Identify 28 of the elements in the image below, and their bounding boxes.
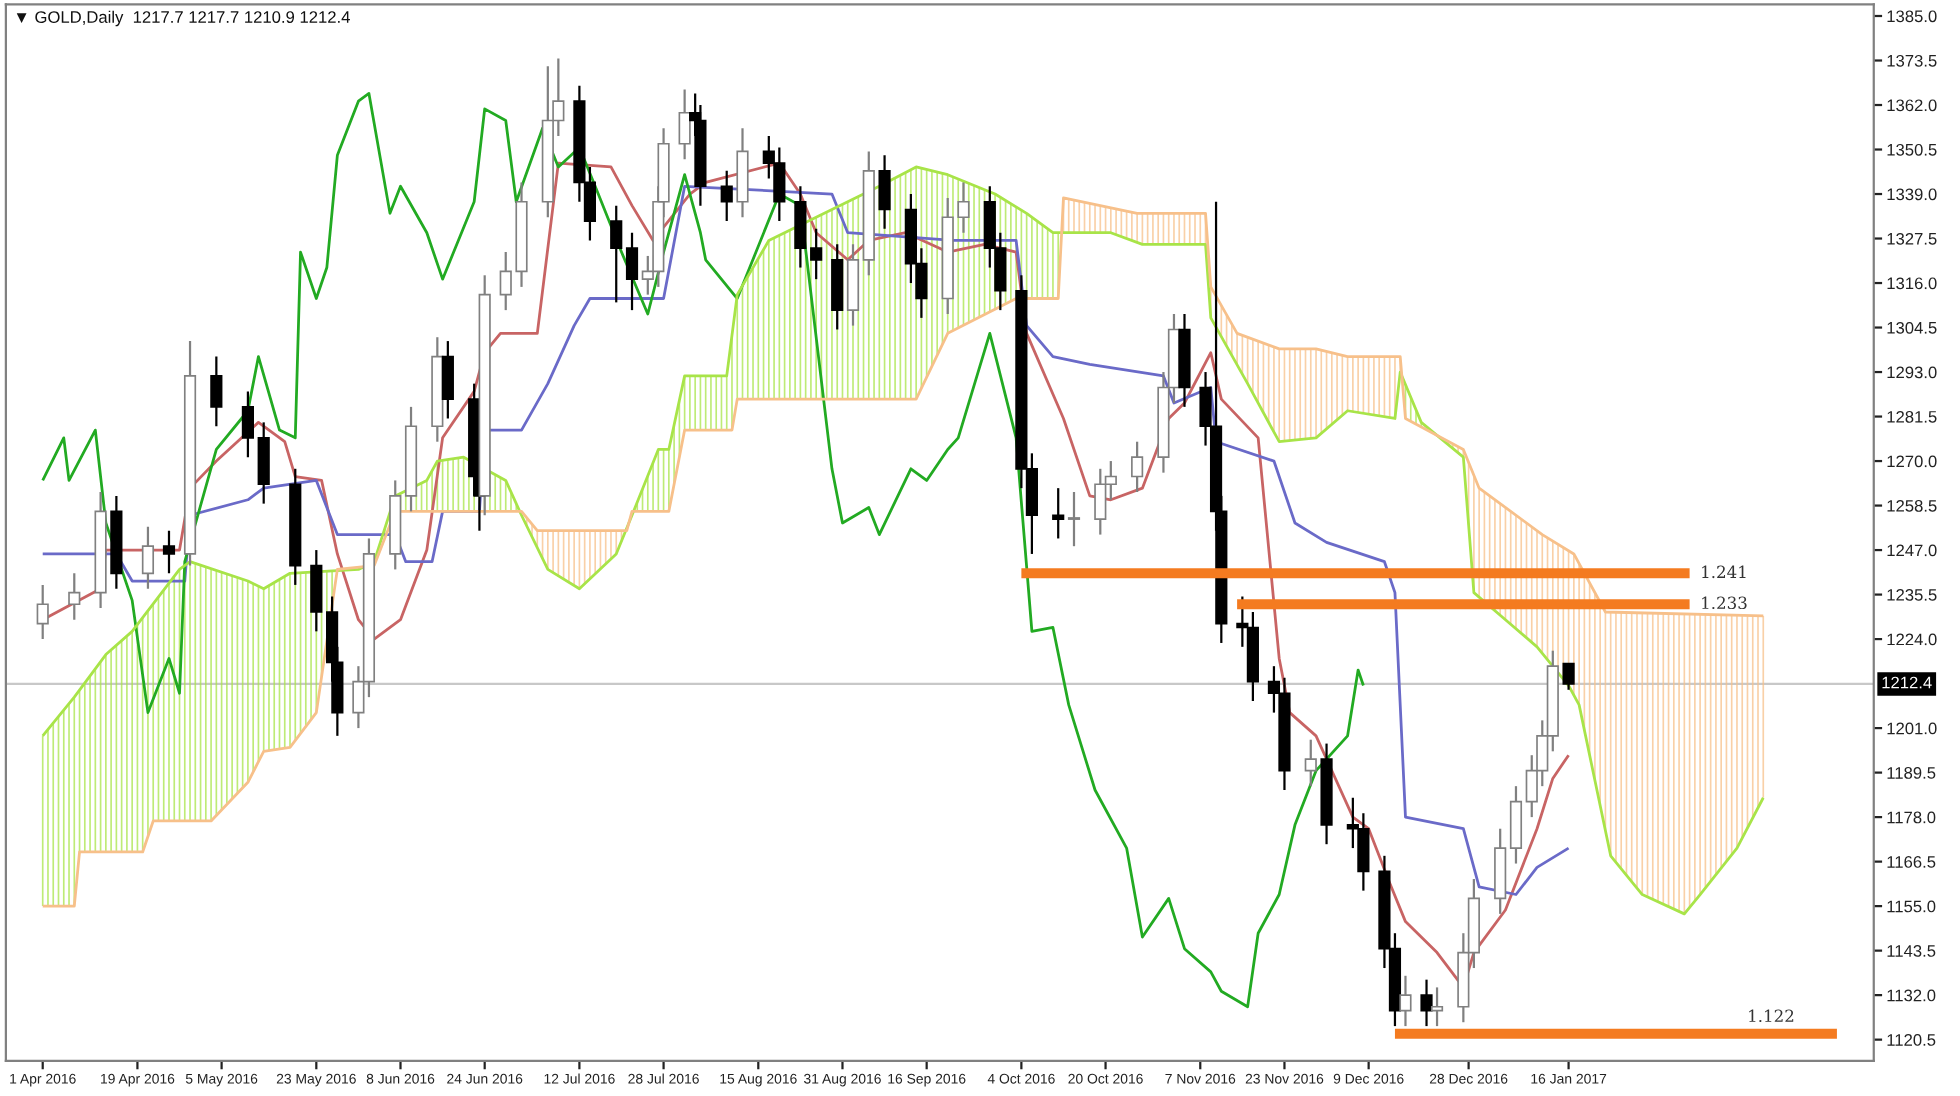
y-tick-label: 1270.0 bbox=[1887, 455, 1937, 468]
y-tick-label: 1281.5 bbox=[1887, 410, 1937, 423]
y-tick-label: 1362.0 bbox=[1887, 99, 1937, 112]
y-tick-label: 1143.5 bbox=[1887, 945, 1936, 957]
y-tick-label: 1373.5 bbox=[1887, 54, 1937, 67]
y-tick-label: 1350.5 bbox=[1887, 143, 1937, 156]
y-tick-label: 1304.5 bbox=[1887, 321, 1937, 334]
y-tick-label: 1189.5 bbox=[1887, 767, 1936, 779]
chart-title: ▼ GOLD,Daily 1217.7 1217.7 1210.9 1212.4 bbox=[16, 10, 350, 27]
series-label: 1.233 bbox=[1702, 596, 1747, 610]
y-tick-label: 1247.0 bbox=[1887, 544, 1937, 557]
y-tick-label: 1166.5 bbox=[1887, 856, 1936, 868]
y-tick-label: 1224.0 bbox=[1887, 633, 1937, 646]
y-tick-label: 1385.0 bbox=[1887, 10, 1937, 23]
y-tick-label: 1132.0 bbox=[1887, 989, 1936, 1002]
series-label: 1.241 bbox=[1702, 565, 1746, 579]
y-tick-label: 1178.0 bbox=[1887, 811, 1936, 824]
y-tick-label: 1201.0 bbox=[1887, 722, 1937, 735]
series-label: 1.122 bbox=[1749, 1009, 1794, 1023]
y-tick-label: 1293.0 bbox=[1887, 366, 1937, 379]
y-tick-label: 1339.0 bbox=[1887, 188, 1937, 201]
y-tick-label: 1120.5 bbox=[1887, 1034, 1936, 1046]
y-tick-label: 1316.0 bbox=[1887, 277, 1937, 290]
y-tick-label: 1327.5 bbox=[1887, 232, 1937, 245]
y-tick-label: 1155.0 bbox=[1887, 900, 1936, 913]
ref-line-label: 1212.4 bbox=[1882, 676, 1932, 689]
y-tick-label: 1258.5 bbox=[1887, 499, 1937, 512]
y-tick-label: 1235.5 bbox=[1887, 588, 1937, 601]
